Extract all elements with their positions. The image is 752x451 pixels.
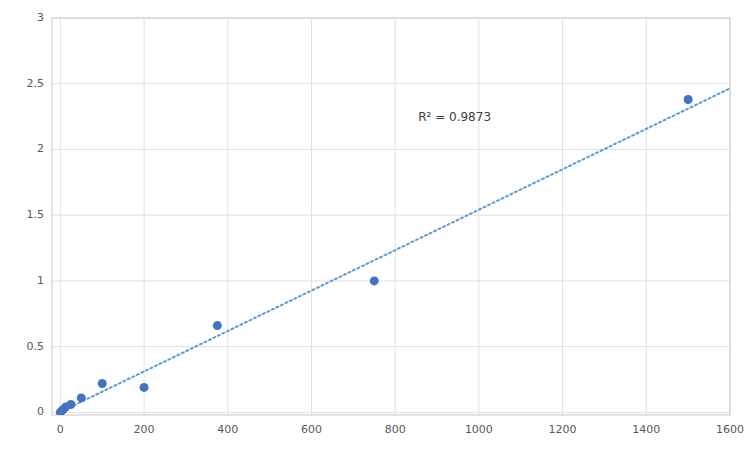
trend-line (60, 88, 730, 411)
x-grid-line (478, 18, 479, 415)
y-grid-line (52, 346, 730, 347)
x-grid-line (144, 18, 145, 415)
x-tick-label: 1400 (632, 423, 660, 436)
x-grid-line (60, 18, 61, 415)
x-grid-line (395, 18, 396, 415)
x-tick-label: 1600 (716, 423, 744, 436)
axes: 0 0.5 1 1.5 2 2.5 3 0 200 400 600 800 1000 1200 1400 16… (27, 11, 745, 436)
plot-frame (52, 18, 730, 415)
annotation: R² = 0.9873 (418, 110, 491, 124)
y-grid-line (52, 280, 730, 281)
y-tick-label: 1 (37, 274, 44, 287)
y-tick-label: 2 (37, 142, 44, 155)
y-tick-label: 3 (37, 11, 44, 24)
x-grid-line (311, 18, 312, 415)
marks (56, 88, 730, 415)
y-tick-label: 1.5 (27, 208, 45, 221)
x-tick-label: 1000 (465, 423, 493, 436)
scatter-point (684, 95, 693, 104)
scatter-point (77, 393, 86, 402)
y-grid-line (52, 83, 730, 84)
x-tick-label: 400 (217, 423, 238, 436)
scatter-point (98, 379, 107, 388)
scatter-point (370, 276, 379, 285)
plot-background (52, 18, 730, 415)
x-tick-label: 800 (385, 423, 406, 436)
y-tick-label: 0 (37, 405, 44, 418)
y-grid-line (52, 412, 730, 413)
y-tick-label: 0.5 (27, 340, 45, 353)
x-tick-label: 600 (301, 423, 322, 436)
scatter-point (140, 383, 149, 392)
scatter-point (66, 400, 75, 409)
x-tick-label: 0 (57, 423, 64, 436)
chart-container: 0 0.5 1 1.5 2 2.5 3 0 200 400 600 800 1000 1200 1400 16… (0, 0, 752, 451)
y-grid-line (52, 149, 730, 150)
y-grid-line (52, 215, 730, 216)
x-grid-line (227, 18, 228, 415)
x-tick-label: 200 (134, 423, 155, 436)
scatter-point (213, 321, 222, 330)
grid (52, 18, 730, 415)
x-grid-line (562, 18, 563, 415)
x-tick-label: 1200 (549, 423, 577, 436)
x-grid-line (646, 18, 647, 415)
y-tick-label: 2.5 (27, 77, 45, 90)
chart: 0 0.5 1 1.5 2 2.5 3 0 200 400 600 800 1000 1200 1400 16… (0, 0, 752, 451)
